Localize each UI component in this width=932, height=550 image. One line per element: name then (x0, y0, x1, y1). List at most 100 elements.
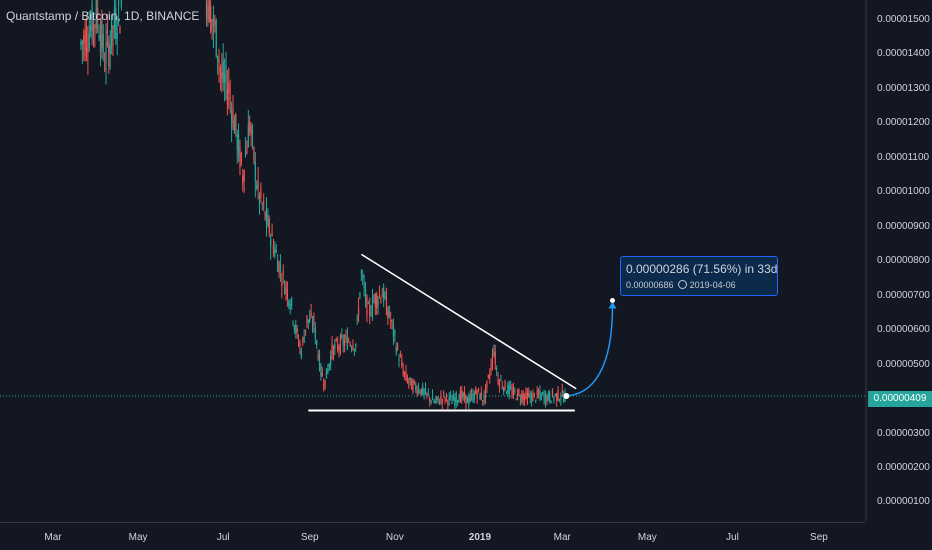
candle-body (454, 398, 456, 406)
candle-body (106, 30, 109, 34)
candle-body (88, 32, 90, 48)
candle-body (416, 390, 418, 394)
candle-body (337, 343, 339, 350)
candle-body (261, 204, 263, 206)
projection-detail: 0.00000686 2019-04-06 (626, 280, 736, 290)
candle-body (230, 110, 233, 123)
candle-body (511, 390, 513, 396)
projection-arrowhead (608, 301, 617, 309)
candle-body (306, 315, 308, 324)
candle-body (359, 292, 361, 298)
candle-body (117, 0, 120, 7)
candle-body (479, 393, 481, 400)
candle-body (457, 400, 459, 403)
candle-body (344, 341, 346, 346)
candle-body (289, 304, 291, 309)
candle-body (405, 370, 407, 379)
candle-body (286, 288, 289, 299)
candle-body (292, 321, 294, 324)
candle-body (512, 387, 515, 396)
candle-body (501, 386, 503, 388)
candle-body (370, 313, 372, 316)
candle-body (490, 364, 492, 371)
candle-body (314, 327, 316, 339)
candle-body (484, 387, 487, 399)
candle-body (497, 378, 499, 384)
candle-body (399, 356, 402, 358)
clock-icon (677, 280, 687, 289)
candle-body (402, 369, 404, 375)
candle-body (469, 394, 471, 402)
candle-body (528, 392, 530, 397)
candle-body (313, 316, 315, 325)
candle-body (441, 399, 443, 404)
projection-start-point (563, 392, 570, 399)
candle-body (549, 392, 551, 402)
candle-body (436, 396, 438, 400)
candle-body (373, 301, 375, 303)
projection-arrow (566, 306, 614, 397)
candle-body (491, 353, 494, 365)
candle-body (551, 390, 554, 397)
candle-body (427, 393, 429, 395)
candle-body (461, 390, 463, 399)
candle-body (530, 393, 533, 403)
y-tick-label: 0.00001400 (877, 48, 930, 60)
candle-body (532, 393, 534, 402)
candle-body (468, 397, 470, 405)
candle-body (98, 34, 100, 39)
projection-box[interactable]: 0.00000286 (71.56%) in 33d 0.00000686 201… (620, 256, 778, 296)
candles (80, 0, 566, 411)
y-tick-label: 0.00001000 (877, 186, 930, 198)
x-tick-label: Jul (726, 532, 739, 543)
candle-body (455, 392, 457, 403)
projection-end-point (609, 298, 615, 304)
candle-body (420, 388, 422, 395)
candle-body (385, 296, 388, 315)
x-tick-label: Mar (553, 532, 571, 543)
candle-body (409, 377, 411, 380)
candle-body (417, 387, 420, 392)
candle-body (475, 388, 477, 395)
candle-body (371, 297, 374, 313)
candle-body (378, 293, 381, 295)
candle-body (260, 187, 262, 199)
candle-body (225, 64, 227, 83)
candle-body (104, 68, 106, 70)
candle-body (250, 126, 252, 136)
candle-body (299, 343, 301, 347)
candle-body (494, 352, 496, 364)
candle-body (85, 27, 88, 51)
candle-body (247, 125, 249, 148)
candle-body (210, 5, 212, 32)
candle-body (242, 175, 244, 184)
candle-body (119, 27, 121, 34)
candle-body (558, 399, 561, 402)
candle-body (219, 67, 222, 72)
candle-body (328, 363, 330, 368)
candle-body (413, 380, 415, 383)
x-tick-label: Nov (385, 532, 404, 543)
y-tick-label: 0.00000300 (877, 427, 930, 439)
y-tick-label: 0.00001200 (877, 117, 930, 129)
candle-body (517, 389, 519, 400)
candle-body (519, 399, 521, 401)
candle-body (271, 230, 273, 237)
candle-body (480, 392, 482, 400)
candle-body (412, 381, 414, 393)
candle-body (293, 325, 295, 330)
candle-body (236, 133, 238, 151)
candle-body (249, 122, 251, 132)
candle-body (237, 133, 240, 155)
candle-body (91, 2, 93, 40)
candle-body (355, 343, 357, 347)
candle-body (384, 293, 386, 299)
y-tick-label: 0.00001500 (877, 14, 930, 25)
candle-body (208, 0, 210, 23)
candle-body (553, 397, 555, 400)
chart-title: Quantstamp / Bitcoin, 1D, BINANCE (6, 9, 200, 23)
candle-body (264, 212, 266, 219)
candle-body (109, 45, 111, 54)
candle-body (472, 393, 474, 402)
